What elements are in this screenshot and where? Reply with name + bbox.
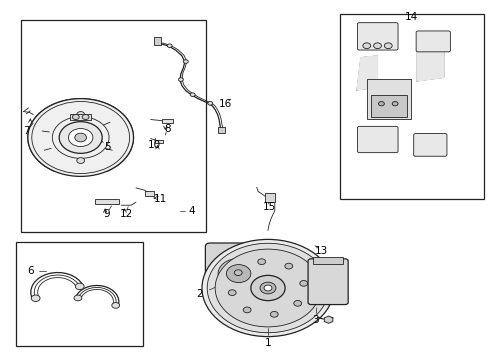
Circle shape bbox=[28, 99, 133, 176]
Circle shape bbox=[373, 43, 381, 49]
Circle shape bbox=[178, 78, 183, 81]
Text: 5: 5 bbox=[104, 142, 111, 152]
FancyBboxPatch shape bbox=[415, 31, 449, 52]
Circle shape bbox=[77, 112, 84, 117]
Circle shape bbox=[250, 275, 285, 301]
Bar bbox=[70, 114, 91, 120]
Text: 8: 8 bbox=[163, 124, 170, 134]
FancyBboxPatch shape bbox=[357, 23, 397, 50]
Circle shape bbox=[260, 282, 275, 294]
Circle shape bbox=[299, 280, 307, 286]
Circle shape bbox=[75, 283, 84, 290]
Circle shape bbox=[59, 122, 102, 153]
Circle shape bbox=[167, 44, 172, 48]
Circle shape bbox=[362, 43, 370, 49]
Circle shape bbox=[112, 302, 120, 308]
Circle shape bbox=[190, 93, 195, 96]
Bar bbox=[313, 257, 342, 264]
Text: 15: 15 bbox=[263, 202, 276, 212]
FancyBboxPatch shape bbox=[357, 126, 397, 153]
Circle shape bbox=[270, 311, 278, 317]
Circle shape bbox=[207, 102, 212, 105]
Text: 2: 2 bbox=[196, 289, 203, 300]
FancyBboxPatch shape bbox=[413, 134, 446, 156]
Text: 11: 11 bbox=[153, 194, 167, 204]
Text: 7: 7 bbox=[23, 126, 30, 136]
Circle shape bbox=[243, 307, 250, 313]
Circle shape bbox=[202, 239, 333, 337]
Bar bbox=[162, 119, 173, 123]
Circle shape bbox=[183, 60, 188, 63]
Circle shape bbox=[391, 102, 397, 106]
Circle shape bbox=[207, 243, 328, 333]
Bar bbox=[144, 191, 153, 196]
Circle shape bbox=[72, 114, 79, 120]
Text: 9: 9 bbox=[103, 209, 110, 219]
Bar bbox=[16, 242, 142, 346]
Text: 12: 12 bbox=[119, 209, 133, 219]
Circle shape bbox=[31, 295, 40, 301]
Polygon shape bbox=[416, 45, 443, 81]
Circle shape bbox=[378, 102, 384, 106]
Circle shape bbox=[384, 43, 391, 49]
Polygon shape bbox=[356, 56, 377, 90]
Text: 13: 13 bbox=[314, 246, 328, 256]
Circle shape bbox=[228, 290, 236, 296]
Circle shape bbox=[285, 263, 292, 269]
Text: 4: 4 bbox=[188, 206, 195, 216]
Bar bbox=[154, 140, 163, 143]
Text: 3: 3 bbox=[311, 315, 318, 325]
Bar bbox=[264, 193, 274, 202]
Circle shape bbox=[82, 114, 89, 120]
Circle shape bbox=[234, 270, 242, 275]
Circle shape bbox=[226, 265, 250, 283]
Text: 1: 1 bbox=[264, 338, 271, 348]
Circle shape bbox=[77, 158, 84, 163]
Bar bbox=[370, 95, 406, 117]
Text: 16: 16 bbox=[219, 99, 232, 109]
Text: 14: 14 bbox=[404, 12, 418, 22]
FancyBboxPatch shape bbox=[307, 259, 347, 305]
Bar bbox=[366, 79, 410, 119]
Bar bbox=[20, 20, 206, 232]
Circle shape bbox=[215, 249, 320, 327]
Text: 10: 10 bbox=[147, 140, 160, 150]
Circle shape bbox=[218, 258, 259, 289]
Circle shape bbox=[75, 133, 86, 142]
Circle shape bbox=[257, 259, 265, 265]
Circle shape bbox=[68, 129, 93, 147]
FancyBboxPatch shape bbox=[205, 243, 261, 304]
Bar bbox=[339, 14, 483, 199]
Bar bbox=[218, 127, 224, 133]
Circle shape bbox=[293, 301, 301, 306]
Bar bbox=[154, 37, 161, 45]
Polygon shape bbox=[324, 316, 332, 323]
Circle shape bbox=[74, 295, 81, 301]
Text: 6: 6 bbox=[27, 266, 34, 276]
Bar bbox=[95, 199, 119, 204]
Circle shape bbox=[264, 285, 271, 291]
